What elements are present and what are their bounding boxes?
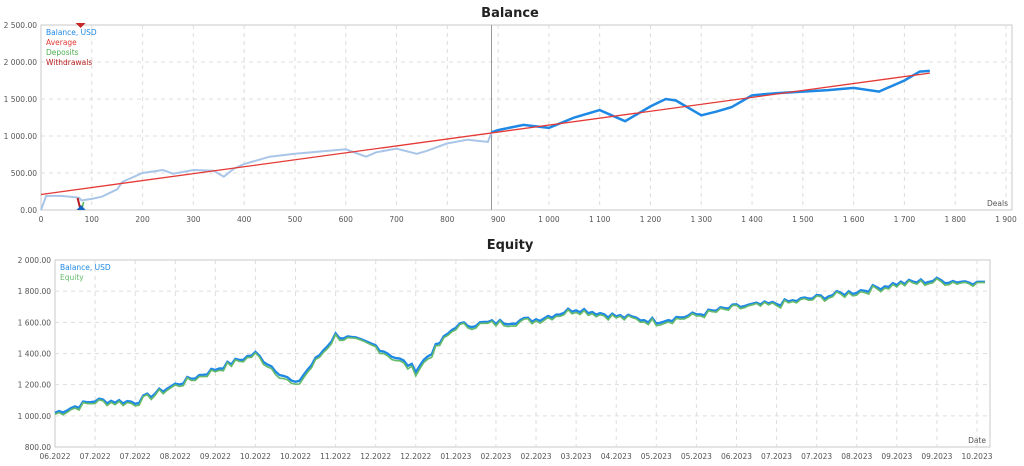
y-tick-label: 1 000.00 [18,412,52,421]
x-tick-label: 1 400 [741,215,763,224]
x-tick-label: 200 [135,215,150,224]
balance-chart: 2 500.00 2 000.00 1 500.00 1 000.00 500.00 0.… [4,21,1017,224]
balance-line [54,276,985,414]
deal-marker-icon [76,205,86,210]
x-tick-label: 1 700 [894,215,916,224]
x-tick-label: 12.2022 [360,452,391,461]
y-tick-label: 1 600.00 [18,318,52,327]
legend-item: Deposits [46,48,79,57]
x-tick-label: 1 800 [944,215,966,224]
equity-line [54,277,985,416]
balance-line [491,69,930,134]
x-tick-label: 10.2023 [961,452,992,461]
x-tick-label: 08.2022 [160,452,191,461]
x-tick-label: 09.2023 [921,452,952,461]
balance-plot-area [40,24,1013,211]
x-tick-label: 10.2022 [240,452,271,461]
y-tick-label: 1 500.00 [4,95,38,104]
y-tick-label: 0.00 [20,206,37,215]
equity-chart: 2 000.00 1 800.00 1 600.00 1 400.00 1 200.00… [18,256,993,461]
legend-item: Withdrawals [46,58,92,67]
x-tick-label: 0 [39,215,44,224]
top-marker-icon [75,23,86,28]
y-tick-label: 1 400.00 [18,350,52,359]
y-tick-label: 800.00 [25,443,51,452]
x-tick-label: 1 600 [843,215,865,224]
x-axis-label: Date [968,436,986,445]
legend-item: Balance, USD [46,28,97,37]
x-tick-label: 06.2022 [39,452,70,461]
x-tick-label: 07.2022 [80,452,111,461]
y-tick-label: 500.00 [11,169,37,178]
x-tick-label: 04.2023 [601,452,632,461]
x-tick-label: 02.2023 [521,452,552,461]
x-tick-label: 07.2022 [120,452,151,461]
x-tick-label: 400 [237,215,252,224]
legend-item: Average [46,38,77,47]
x-tick-label: 600 [339,215,354,224]
x-tick-label: 05.2023 [681,452,712,461]
x-tick-label: 09.2022 [200,452,231,461]
x-axis-label: Deals [987,199,1008,208]
x-tick-label: 1 200 [640,215,662,224]
equity-chart-title: Equity [486,238,534,253]
y-tick-label: 2 000.00 [4,58,38,67]
x-tick-label: 800 [440,215,455,224]
x-tick-label: 07.2023 [761,452,792,461]
x-tick-label: 1 100 [589,215,611,224]
x-tick-label: 1 500 [792,215,814,224]
x-tick-label: 05.2023 [641,452,672,461]
y-tick-label: 1 800.00 [18,287,52,296]
x-tick-label: 06.2023 [721,452,752,461]
x-tick-label: 100 [85,215,100,224]
x-tick-label: 09.2023 [881,452,912,461]
x-tick-label: 08.2023 [841,452,872,461]
x-tick-label: 1 300 [691,215,713,224]
balance-line-history [40,131,493,211]
y-tick-label: 2 500.00 [4,21,38,30]
x-tick-label: 700 [389,215,404,224]
average-line [40,72,930,196]
x-tick-label: 900 [491,215,506,224]
x-tick-label: 10.2022 [280,452,311,461]
x-tick-label: 500 [288,215,303,224]
x-tick-label: 1 900 [995,215,1017,224]
x-tick-label: 11.2022 [320,452,351,461]
y-tick-label: 1 200.00 [18,381,52,390]
x-tick-label: 1 000 [538,215,560,224]
x-tick-label: 03.2023 [561,452,592,461]
x-tick-label: 01.2023 [440,452,471,461]
balance-chart-title: Balance [481,6,539,21]
x-tick-label: 300 [186,215,201,224]
y-tick-label: 1 000.00 [4,132,38,141]
legend-item: Equity [60,273,84,282]
x-tick-label: 12.2022 [400,452,431,461]
legend-item: Balance, USD [60,263,111,272]
x-tick-label: 07.2023 [801,452,832,461]
x-tick-label: 02.2023 [480,452,511,461]
y-tick-label: 2 000.00 [18,256,52,265]
